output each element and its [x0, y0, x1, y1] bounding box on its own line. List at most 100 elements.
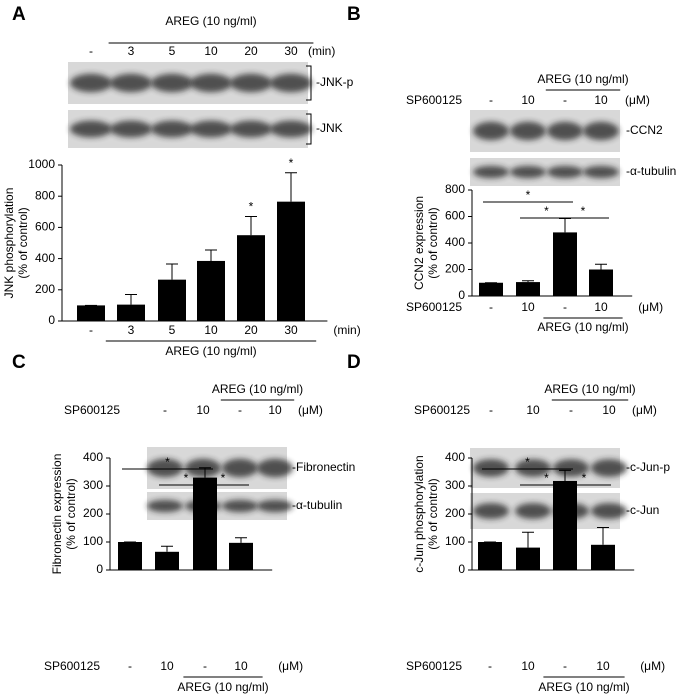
- y-tick-label: 400: [445, 235, 465, 249]
- unit-label: (μM): [625, 93, 650, 107]
- row-label: SP600125: [406, 659, 462, 673]
- y-tick-label: 200: [35, 282, 55, 296]
- x-tick-label: -: [563, 659, 567, 673]
- error-bar: [166, 263, 178, 280]
- blot-band: [270, 120, 312, 138]
- unit-label: (μM): [278, 659, 303, 673]
- unit-label: (μM): [632, 403, 657, 417]
- lane-label: 20: [244, 44, 258, 58]
- error-bar: [559, 469, 571, 481]
- blot-label: -α-tubulin: [292, 498, 342, 512]
- bar: [516, 547, 540, 570]
- y-axis-label: (% of control): [64, 478, 78, 549]
- panel-letter: C: [12, 352, 26, 373]
- y-tick-label: 1000: [28, 157, 55, 171]
- bar: [553, 480, 577, 570]
- error-bar: [595, 263, 607, 270]
- y-tick-label: 0: [458, 288, 465, 302]
- y-tick-label: 600: [445, 209, 465, 223]
- error-bar: [205, 249, 217, 261]
- unit-label: (μM): [298, 403, 323, 417]
- lane-label: 10: [204, 44, 218, 58]
- bar: [516, 282, 540, 296]
- blot-band: [473, 121, 509, 141]
- lane-label: 10: [521, 93, 535, 107]
- blot-label: -JNK: [316, 121, 343, 135]
- x-tick-label: 30: [284, 323, 298, 337]
- y-tick-label: 200: [83, 506, 103, 520]
- blot-band: [257, 499, 293, 513]
- error-bar: [125, 293, 137, 305]
- blot-band: [230, 73, 272, 93]
- error-bar: [285, 172, 297, 202]
- blot-label: -Fibronectin: [292, 460, 355, 474]
- bar: [155, 551, 179, 570]
- y-axis-label: (% of control): [16, 207, 30, 278]
- treatment-label: AREG (10 ng/ml): [537, 320, 628, 334]
- blot-bracket: [306, 65, 312, 101]
- significance-label: *: [184, 471, 189, 485]
- blot-bracket: [306, 113, 312, 145]
- treatment-label: AREG (10 ng/ml): [538, 680, 629, 694]
- y-axis-label: CCN2 expression: [412, 196, 426, 290]
- blot-band: [547, 165, 583, 179]
- x-tick-label: -: [203, 659, 207, 673]
- error-bar: [161, 545, 173, 552]
- treatment-label: AREG (10 ng/ml): [165, 14, 256, 28]
- blot-band: [473, 165, 509, 179]
- bar: [158, 279, 186, 321]
- y-tick-label: 200: [445, 506, 465, 520]
- blot-band: [70, 120, 112, 138]
- bar: [553, 232, 577, 296]
- x-tick-label: -: [489, 300, 493, 314]
- error-bar: [522, 531, 534, 548]
- lane-label: 10: [196, 403, 210, 417]
- unit-label: (min): [333, 323, 360, 337]
- bar: [237, 235, 265, 321]
- blot-band: [553, 459, 589, 477]
- y-tick-label: 800: [35, 188, 55, 202]
- y-tick-label: 0: [48, 313, 55, 327]
- error-bar: [235, 537, 247, 543]
- y-axis-label: c-Jun phosphorylation: [412, 455, 426, 572]
- blot-band: [151, 120, 193, 138]
- bar: [193, 477, 217, 570]
- y-axis-label: Fibronectin expression: [50, 454, 64, 575]
- significance-label: *: [221, 471, 226, 485]
- row-label: SP600125: [406, 300, 462, 314]
- significance-label: *: [525, 455, 530, 469]
- lane-label: -: [163, 403, 167, 417]
- blot-band: [190, 73, 232, 93]
- panel-letter: A: [12, 4, 26, 25]
- blot-band: [147, 499, 183, 513]
- blot-band: [110, 120, 152, 138]
- bar: [229, 542, 253, 570]
- blot-band: [270, 73, 312, 93]
- error-bar: [597, 526, 609, 545]
- row-label: SP600125: [64, 403, 120, 417]
- blot-band: [147, 458, 183, 478]
- lane-label: 30: [284, 44, 298, 58]
- lane-label: 5: [169, 44, 176, 58]
- y-axis-label: (% of control): [426, 207, 440, 278]
- x-tick-label: -: [89, 323, 93, 337]
- x-tick-label: 5: [169, 323, 176, 337]
- blot-band: [222, 499, 258, 513]
- lane-label: -: [489, 403, 493, 417]
- blot-band: [190, 120, 232, 138]
- x-tick-label: 10: [594, 300, 608, 314]
- blot-band: [583, 165, 619, 179]
- blot-band: [473, 503, 509, 519]
- treatment-label: AREG (10 ng/ml): [165, 344, 256, 358]
- blot-label: -c-Jun: [626, 503, 659, 517]
- significance-label: *: [526, 188, 531, 202]
- x-tick-label: -: [488, 659, 492, 673]
- significance-label: *: [544, 471, 549, 485]
- x-tick-label: 10: [204, 323, 218, 337]
- blot-band: [151, 73, 193, 93]
- y-axis-label: (% of control): [426, 478, 440, 549]
- bar: [117, 304, 145, 321]
- blot-band: [515, 459, 551, 477]
- x-tick-label: -: [128, 659, 132, 673]
- lane-label: 3: [128, 44, 135, 58]
